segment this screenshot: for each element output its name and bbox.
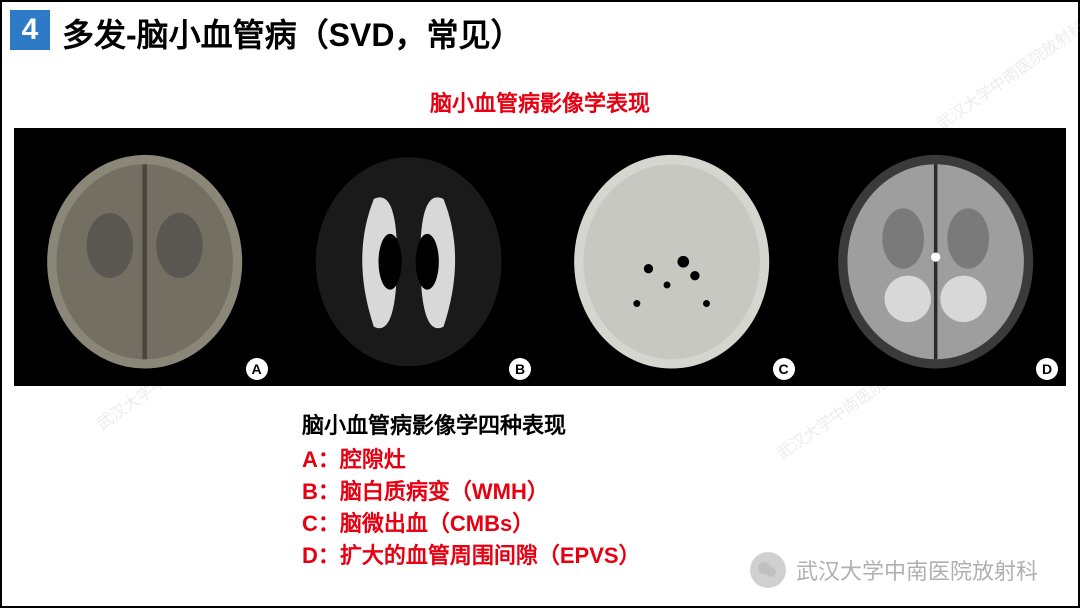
- legend-title: 脑小血管病影像学四种表现: [302, 408, 1078, 440]
- subtitle: 脑小血管病影像学表现: [2, 86, 1078, 118]
- legend-item-a: A：腔隙灶: [302, 444, 1078, 476]
- image-row: A B C: [14, 128, 1066, 386]
- header: 4 多发-脑小血管病（SVD，常见）: [2, 2, 1078, 56]
- image-label-c: C: [773, 358, 795, 380]
- brain-image-b: B: [278, 128, 540, 386]
- legend-item-b: B：脑白质病变（WMH）: [302, 476, 1078, 508]
- brain-image-d: D: [805, 128, 1067, 386]
- image-label-a: A: [246, 358, 268, 380]
- section-number-badge: 4: [10, 10, 50, 50]
- image-label-b: B: [509, 358, 531, 380]
- slide-title: 多发-脑小血管病（SVD，常见）: [62, 10, 522, 56]
- image-label-d: D: [1036, 358, 1058, 380]
- legend: 脑小血管病影像学四种表现 A：腔隙灶 B：脑白质病变（WMH） C：脑微出血（C…: [302, 408, 1078, 572]
- brain-image-c: C: [541, 128, 803, 386]
- brain-icon: [27, 141, 262, 373]
- brain-icon: [291, 141, 526, 373]
- slide-container: 武汉大学中南医院放射科 武汉大学中南医院放射科 武汉大学中南医院放射科 4 多发…: [0, 0, 1080, 608]
- wechat-icon: [750, 552, 786, 588]
- brain-image-a: A: [14, 128, 276, 386]
- brain-icon: [818, 141, 1053, 373]
- legend-item-c: C：脑微出血（CMBs）: [302, 508, 1078, 540]
- footer-org: 武汉大学中南医院放射科: [796, 554, 1038, 586]
- brain-icon: [554, 141, 789, 373]
- footer: 武汉大学中南医院放射科: [750, 552, 1038, 588]
